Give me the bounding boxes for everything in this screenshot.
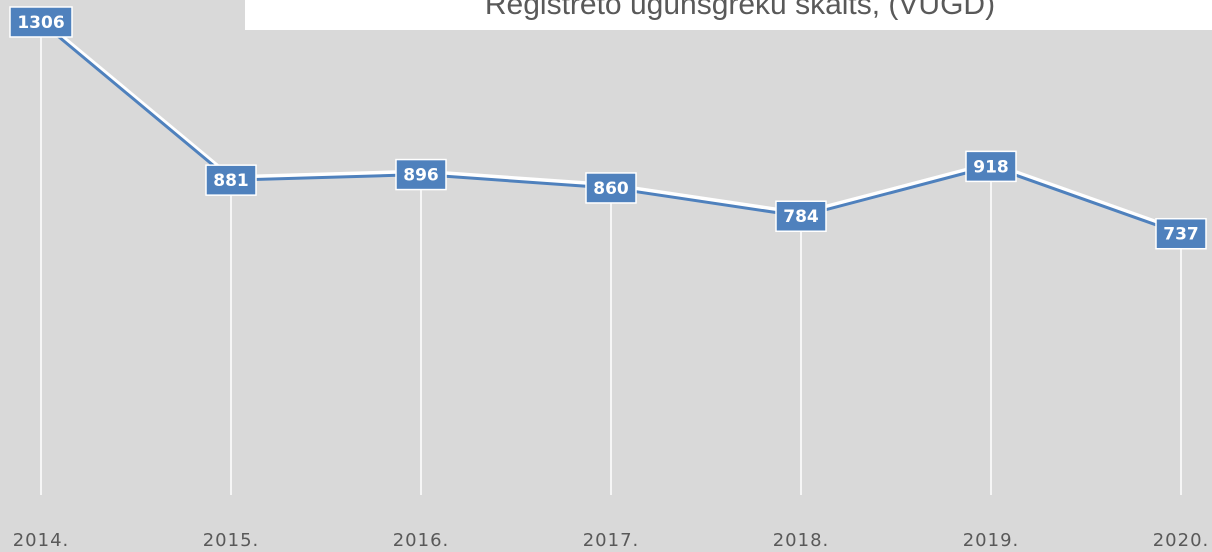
x-tick-label: 2020. bbox=[1153, 530, 1210, 551]
data-label: 918 bbox=[973, 157, 1009, 177]
x-tick-label: 2018. bbox=[773, 530, 830, 551]
data-label-box bbox=[205, 164, 257, 196]
data-label-box bbox=[9, 6, 73, 38]
data-label-box bbox=[775, 200, 827, 232]
data-label-box bbox=[585, 172, 637, 204]
data-label: 784 bbox=[783, 207, 819, 227]
x-tick-label: 2017. bbox=[583, 530, 640, 551]
data-label: 860 bbox=[593, 179, 629, 199]
x-tick-label: 2019. bbox=[963, 530, 1020, 551]
chart-title: Reģistrēto ugunsgrēku skaits, (VUGD) bbox=[485, 0, 995, 21]
x-tick-label: 2016. bbox=[393, 530, 450, 551]
data-label: 896 bbox=[403, 166, 439, 186]
title-box bbox=[245, 0, 1212, 30]
data-label: 737 bbox=[1163, 225, 1199, 245]
data-label-box bbox=[395, 158, 447, 191]
data-label-box bbox=[965, 150, 1017, 183]
x-tick-label: 2014. bbox=[13, 530, 70, 551]
data-label-box bbox=[1155, 217, 1207, 250]
data-label: 881 bbox=[213, 171, 249, 191]
data-label: 1306 bbox=[17, 13, 64, 33]
x-tick-label: 2015. bbox=[203, 530, 260, 551]
